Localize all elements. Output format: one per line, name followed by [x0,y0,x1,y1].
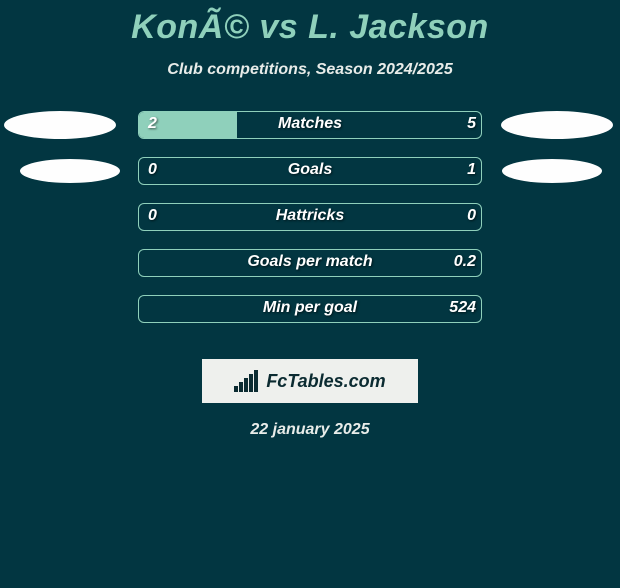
stat-row: 2 Matches 5 [0,111,620,157]
bar-track [138,203,482,231]
stat-row: Goals per match 0.2 [0,249,620,295]
stat-row: 0 Goals 1 [0,157,620,203]
bar-track [138,295,482,323]
player-left-ellipse [20,159,120,183]
date: 22 january 2025 [0,421,620,439]
stat-rows: 2 Matches 5 0 Goals 1 0 Hattricks 0 Goal… [0,111,620,341]
stat-row: 0 Hattricks 0 [0,203,620,249]
watermark: FcTables.com [202,359,418,403]
bar-fill [139,112,237,138]
bars-icon [234,370,260,392]
watermark-text: FcTables.com [266,371,385,392]
bar-track [138,157,482,185]
bar-track [138,249,482,277]
bar-track [138,111,482,139]
page-title: KonÃ© vs L. Jackson [0,8,620,47]
player-left-ellipse [4,111,116,139]
stat-row: Min per goal 524 [0,295,620,341]
subtitle: Club competitions, Season 2024/2025 [0,61,620,79]
player-right-ellipse [502,159,602,183]
player-right-ellipse [501,111,613,139]
